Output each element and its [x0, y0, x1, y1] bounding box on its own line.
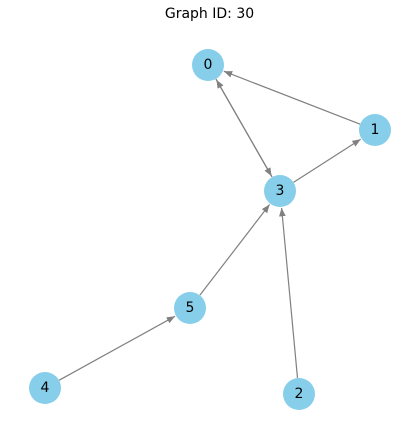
nodes-layer: 0 1 2 3 4 5	[29, 49, 391, 410]
node-label: 2	[295, 386, 304, 402]
node-0: 0	[192, 49, 224, 81]
node-circle	[283, 378, 315, 410]
node-3: 3	[264, 175, 296, 207]
node-4: 4	[29, 372, 61, 404]
node-circle	[29, 372, 61, 404]
node-label: 5	[186, 300, 195, 316]
node-label: 1	[371, 122, 380, 138]
edge-1-to-0	[223, 70, 361, 125]
node-circle	[192, 49, 224, 81]
node-5: 5	[174, 292, 206, 324]
edge-3-to-1	[293, 138, 362, 183]
edge-4-to-5	[58, 315, 176, 381]
node-label: 4	[41, 380, 50, 396]
edge-2-to-3	[279, 207, 299, 379]
edge-5-to-3	[199, 204, 271, 296]
node-1: 1	[359, 114, 391, 146]
node-circle	[359, 114, 391, 146]
node-label: 0	[204, 57, 213, 73]
edges-layer	[58, 70, 362, 381]
node-2: 2	[283, 378, 315, 410]
node-circle	[264, 175, 296, 207]
edge-3-to-0	[215, 79, 273, 178]
graph-title: Graph ID: 30	[164, 6, 255, 22]
node-circle	[174, 292, 206, 324]
node-label: 3	[276, 183, 285, 199]
